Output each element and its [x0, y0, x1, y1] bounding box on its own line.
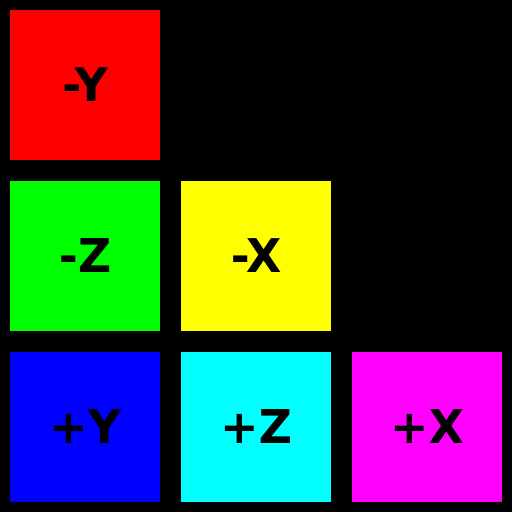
tile-neg-x: -X: [181, 181, 331, 331]
tile-pos-z-label: +Z: [220, 400, 292, 454]
tile-pos-x-label: +X: [389, 400, 464, 454]
tile-pos-y: +Y: [10, 352, 160, 502]
tile-pos-z: +Z: [181, 352, 331, 502]
tile-pos-y-label: +Y: [49, 400, 121, 454]
tile-neg-x-label: -X: [230, 229, 282, 283]
tile-pos-x: +X: [352, 352, 502, 502]
tile-neg-y: -Y: [10, 10, 160, 160]
tile-neg-z-label: -Z: [58, 229, 112, 283]
tile-neg-y-label: -Y: [62, 58, 108, 112]
tile-neg-z: -Z: [10, 181, 160, 331]
